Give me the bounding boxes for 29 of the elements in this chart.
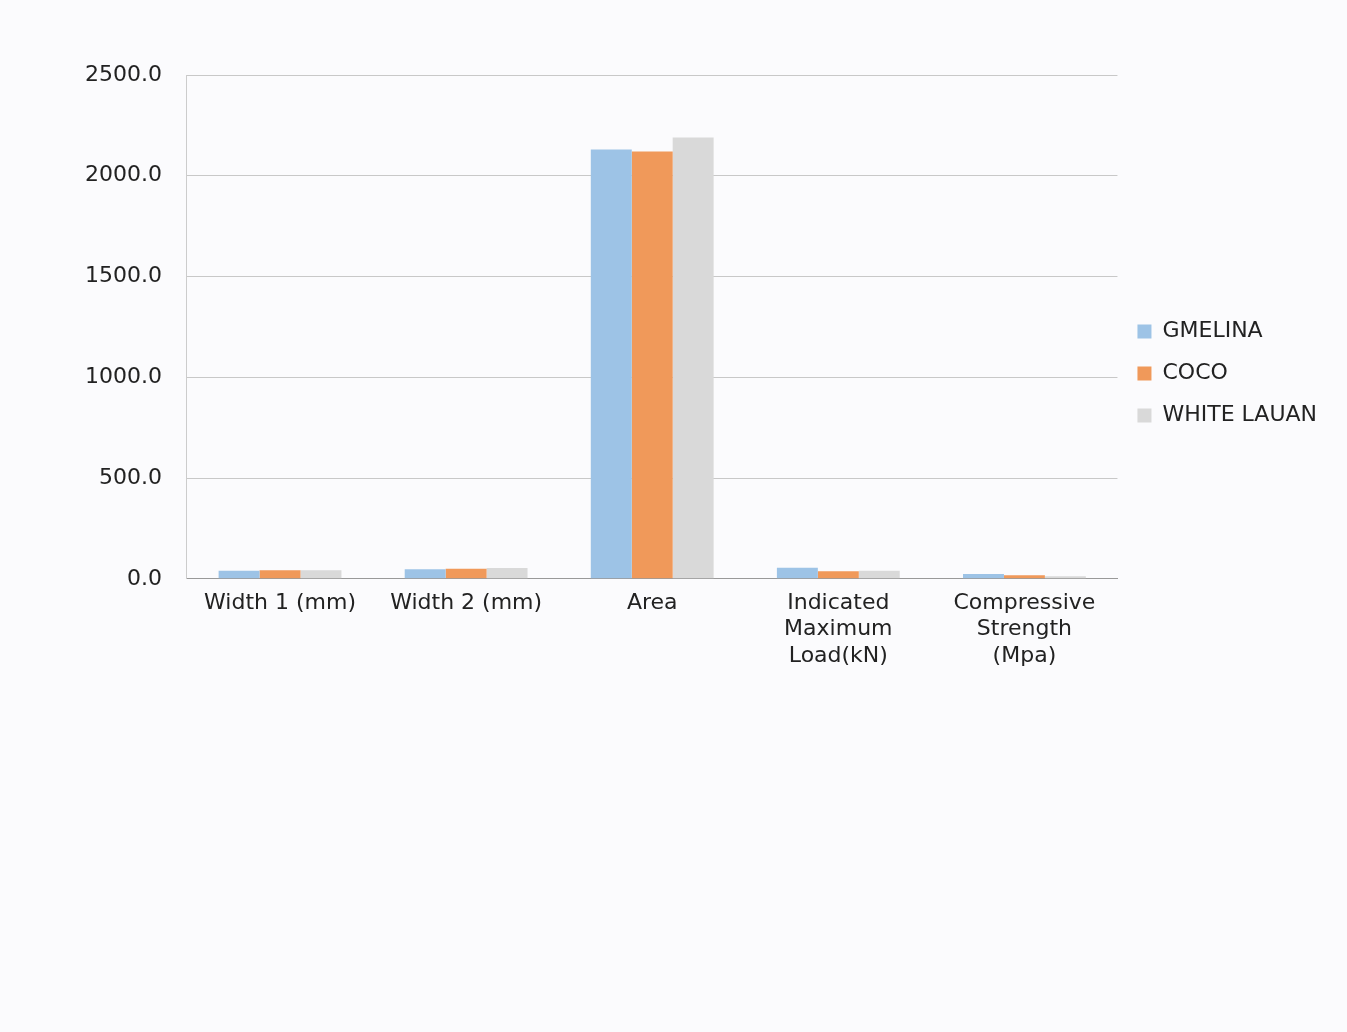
bar <box>259 570 301 579</box>
bar <box>300 570 342 579</box>
y-tick-label: 1000.0 <box>84 363 162 388</box>
legend-label: COCO <box>1162 359 1228 385</box>
y-tick-label: 500.0 <box>98 463 162 489</box>
bar <box>218 570 260 579</box>
x-tick-label: Compressive Strength (Mpa) <box>953 588 1096 667</box>
x-tick-label: Width 2 (mm) <box>390 588 543 614</box>
bar <box>776 567 818 579</box>
bar <box>817 571 859 579</box>
bar <box>672 137 714 579</box>
bar <box>486 568 528 579</box>
bar <box>590 149 632 579</box>
x-tick-label: Width 1 (mm) <box>204 588 356 614</box>
y-tick-label: 1500.0 <box>84 262 162 288</box>
bar <box>1003 575 1045 579</box>
legend-label: GMELINA <box>1162 317 1263 343</box>
legend-label: WHITE LAUAN <box>1162 401 1318 427</box>
y-tick-label: 0.0 <box>126 564 162 590</box>
bar <box>1044 576 1086 579</box>
bar <box>404 569 446 579</box>
x-tick-label: Indicated Maximum Load(kN) <box>784 588 893 667</box>
bar <box>445 568 487 579</box>
x-tick-label: Area <box>626 588 678 614</box>
y-tick-label: 2500.0 <box>84 60 162 86</box>
bar <box>963 573 1004 579</box>
bar <box>631 151 673 579</box>
bar <box>858 570 900 579</box>
y-tick-label: 2000.0 <box>84 161 162 187</box>
